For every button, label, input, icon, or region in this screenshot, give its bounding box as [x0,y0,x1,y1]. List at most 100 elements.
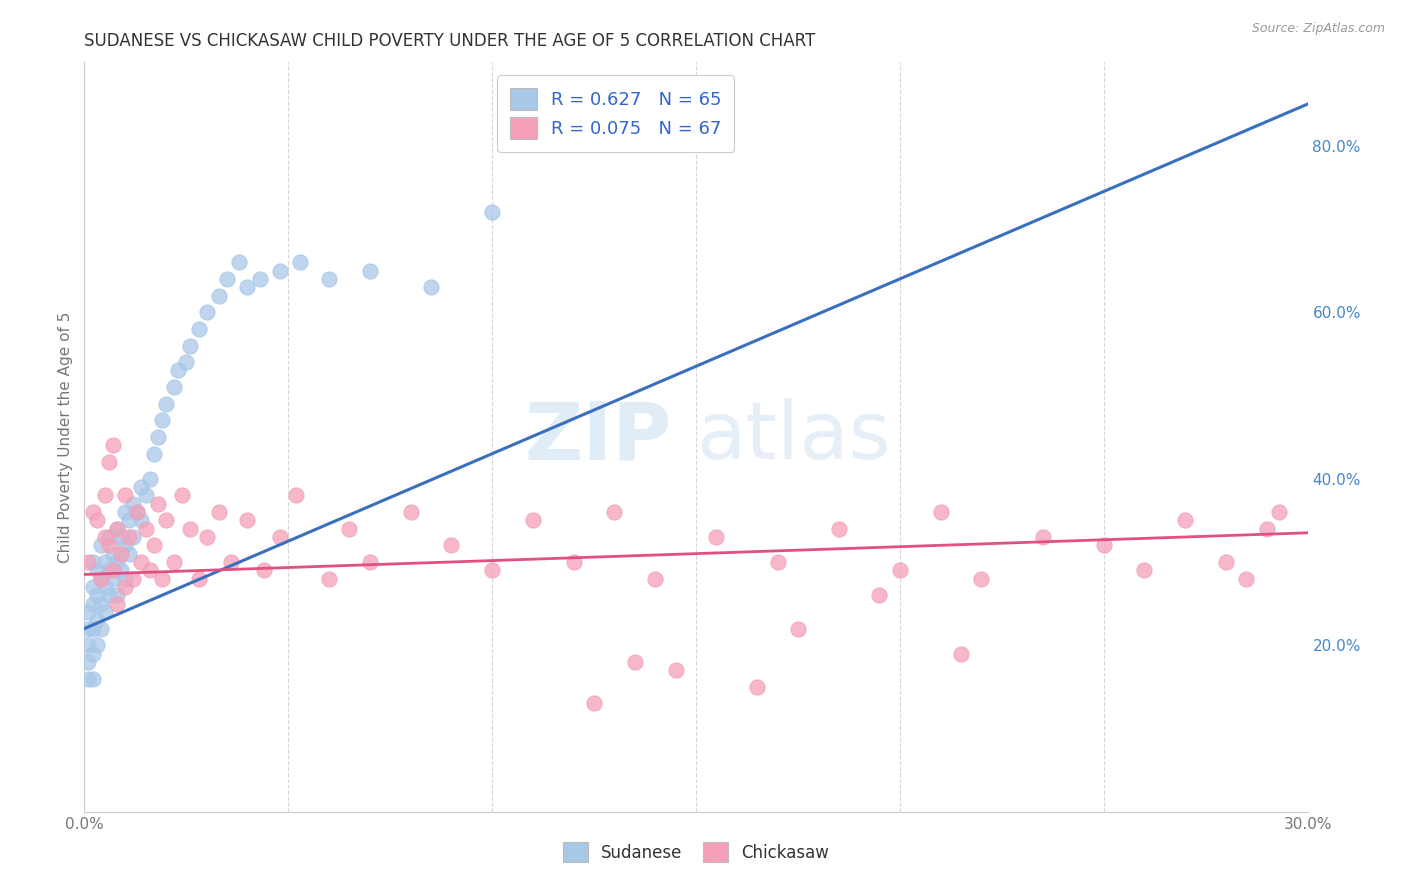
Point [1268,505,1291,519]
Point [179,338,201,352]
Point [77,555,100,569]
Point [131,555,153,569]
Point [93,530,115,544]
Point [290,255,312,269]
Point [318,272,340,286]
Point [1236,572,1258,586]
Point [114,538,136,552]
Point [228,255,250,269]
Point [105,588,128,602]
Point [118,547,141,561]
Point [644,572,666,586]
Point [122,497,145,511]
Point [155,513,177,527]
Point [90,572,112,586]
Point [339,522,361,536]
Point [77,672,100,686]
Point [583,697,606,711]
Point [97,588,120,602]
Point [236,513,259,527]
Point [101,438,124,452]
Point [208,505,231,519]
Point [127,505,149,519]
Point [195,530,218,544]
Point [236,280,259,294]
Point [155,397,177,411]
Point [82,647,104,661]
Point [97,530,120,544]
Point [86,563,108,577]
Point [217,272,239,286]
Point [440,538,463,552]
Point [77,638,100,652]
Point [562,555,585,569]
Point [135,522,157,536]
Point [1092,538,1115,552]
Point [105,555,128,569]
Point [101,547,124,561]
Point [86,588,108,602]
Point [82,555,104,569]
Point [318,572,340,586]
Point [766,555,789,569]
Point [869,588,891,602]
Point [105,597,128,611]
Point [90,597,112,611]
Point [93,580,115,594]
Point [135,488,157,502]
Point [86,513,108,527]
Point [77,655,100,669]
Point [105,522,128,536]
Point [1133,563,1156,577]
Point [1174,513,1197,527]
Point [665,663,688,677]
Point [1256,522,1278,536]
Point [359,263,381,277]
Text: SUDANESE VS CHICKASAW CHILD POVERTY UNDER THE AGE OF 5 CORRELATION CHART: SUDANESE VS CHICKASAW CHILD POVERTY UNDE… [84,32,815,50]
Point [90,538,112,552]
Point [163,380,186,394]
Point [82,597,104,611]
Point [172,488,194,502]
Point [420,280,443,294]
Point [187,572,209,586]
Point [1032,530,1054,544]
Point [167,363,190,377]
Point [97,538,120,552]
Point [603,505,626,519]
Point [249,272,271,286]
Point [1215,555,1237,569]
Point [97,563,120,577]
Point [950,647,973,661]
Point [77,622,100,636]
Point [82,672,104,686]
Point [90,572,112,586]
Y-axis label: Child Poverty Under the Age of 5: Child Poverty Under the Age of 5 [58,311,73,563]
Point [150,413,173,427]
Point [624,655,647,669]
Point [163,555,186,569]
Point [142,538,165,552]
Text: atlas: atlas [696,398,890,476]
Point [146,497,169,511]
Point [481,205,503,219]
Point [122,572,145,586]
Point [359,555,381,569]
Point [97,455,120,469]
Point [114,580,136,594]
Point [77,605,100,619]
Point [110,530,132,544]
Point [269,530,291,544]
Point [101,563,124,577]
Point [110,563,132,577]
Point [138,563,160,577]
Point [93,488,115,502]
Point [105,522,128,536]
Point [114,505,136,519]
Point [929,505,952,519]
Point [131,513,153,527]
Point [399,505,422,519]
Point [101,572,124,586]
Point [269,263,291,277]
Point [86,638,108,652]
